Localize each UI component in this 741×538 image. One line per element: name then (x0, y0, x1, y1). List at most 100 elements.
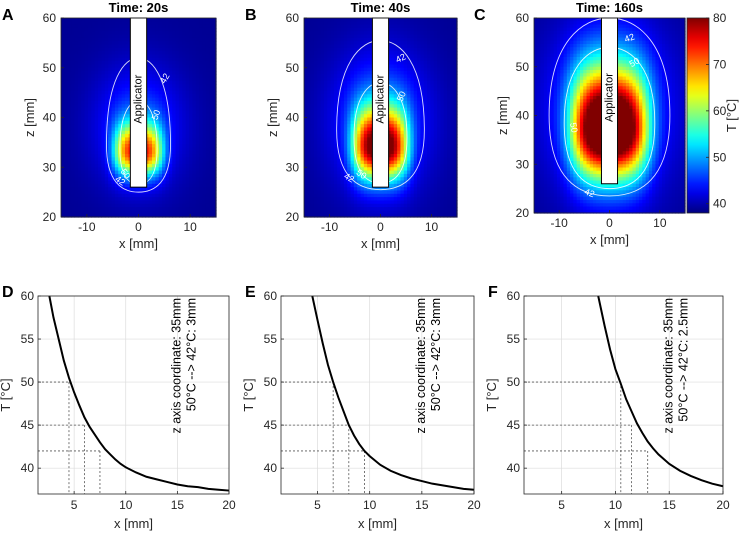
heat-cell (407, 44, 412, 49)
heat-cell (413, 44, 418, 49)
heat-cell (182, 74, 187, 79)
heat-cell (104, 187, 109, 192)
heat-cell (182, 67, 187, 72)
heat-cell (330, 107, 335, 112)
heat-cell (77, 94, 82, 99)
heat-cell (168, 120, 173, 125)
heat-cell (108, 144, 113, 148)
heat-cell (317, 127, 322, 132)
heat-cell (168, 163, 173, 168)
heat-cell (98, 87, 103, 92)
heat-cell (320, 37, 325, 42)
heat-cell (363, 21, 368, 26)
heat-cell (390, 114, 395, 119)
heat-cell (313, 197, 318, 202)
heat-cell (94, 130, 99, 135)
heat-cell (212, 110, 217, 115)
heat-cell (397, 173, 402, 178)
heat-cell (172, 134, 177, 138)
heat-cell (192, 197, 197, 202)
heat-cell (155, 74, 160, 79)
heat-cell (304, 110, 308, 115)
heat-cell (185, 203, 190, 208)
heat-cell (417, 193, 422, 198)
heat-cell (165, 44, 170, 49)
heat-cell (101, 160, 106, 165)
heat-cell (118, 203, 123, 208)
heat-cell (387, 200, 392, 205)
heat-cell (148, 150, 153, 155)
heat-cell (61, 203, 65, 208)
heat-cell (304, 137, 308, 142)
heat-cell (397, 210, 402, 215)
heat-cell (84, 177, 89, 182)
heat-cell (165, 47, 170, 52)
heat-cell (333, 51, 338, 56)
heat-cell (148, 81, 153, 85)
heat-cell (330, 27, 335, 32)
heat-cell (67, 74, 72, 79)
heat-cell (168, 210, 173, 215)
heat-cell (209, 51, 214, 56)
heat-cell (347, 124, 352, 129)
heat-cell (185, 31, 190, 36)
heat-cell (108, 210, 113, 215)
heat-cell (67, 41, 72, 46)
heat-cell (417, 140, 422, 145)
heat-cell (390, 34, 395, 39)
heat-cell (360, 207, 365, 211)
heat-cell (77, 74, 82, 79)
heat-cell (205, 117, 210, 122)
heat-cell (118, 77, 123, 82)
heat-cell (125, 190, 129, 195)
heat-cell (108, 114, 113, 119)
heat-cell (64, 51, 69, 56)
heat-cell (420, 41, 425, 46)
heat-cell (178, 31, 183, 36)
heat-cell (330, 140, 335, 145)
heat-cell (148, 207, 153, 211)
heat-cell (182, 173, 187, 178)
heat-cell (350, 200, 355, 205)
heat-cell (387, 134, 392, 138)
heat-cell (317, 167, 322, 172)
heat-cell (360, 124, 365, 129)
heat-cell (367, 104, 372, 109)
heat-cell (390, 150, 395, 155)
heat-cell (67, 127, 72, 132)
heat-cell (323, 203, 328, 208)
heat-cell (367, 197, 372, 202)
heat-cell (182, 160, 187, 165)
heat-cell (304, 51, 308, 56)
heat-cell (307, 134, 312, 138)
heat-cell (138, 200, 143, 205)
heat-cell (367, 67, 372, 72)
heat-cell (340, 127, 345, 132)
heat-cell (118, 160, 123, 165)
heat-cell (182, 183, 187, 188)
heat-cell (407, 157, 412, 162)
heat-cell (84, 84, 89, 89)
heat-cell (327, 124, 332, 129)
heat-cell (81, 140, 86, 145)
heat-cell (185, 81, 190, 85)
heat-cell (121, 74, 126, 79)
heat-cell (313, 190, 318, 195)
heat-cell (320, 67, 325, 72)
heat-cell (327, 170, 332, 175)
heat-cell (323, 180, 328, 185)
heat-cell (387, 207, 392, 211)
heat-cell (400, 34, 405, 39)
heat-cell (74, 81, 79, 85)
heat-cell (199, 144, 204, 148)
heat-cell (189, 114, 194, 119)
heat-cell (108, 47, 113, 52)
heat-cell (67, 160, 72, 165)
heat-cell (393, 187, 398, 192)
heat-cell (114, 153, 119, 158)
heat-cell (172, 144, 177, 148)
heat-cell (393, 127, 398, 132)
heat-cell (71, 127, 76, 132)
heat-cell (182, 34, 187, 39)
heat-cell (420, 187, 425, 192)
